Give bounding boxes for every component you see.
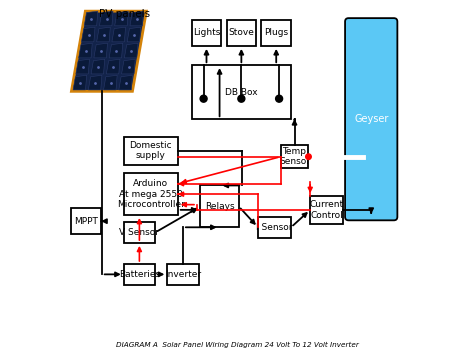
Polygon shape [72, 11, 146, 91]
FancyBboxPatch shape [124, 173, 178, 215]
Polygon shape [127, 27, 141, 42]
Polygon shape [97, 27, 110, 42]
Text: V Sensor: V Sensor [119, 228, 159, 237]
FancyBboxPatch shape [345, 18, 397, 220]
Text: Relays: Relays [205, 202, 234, 211]
FancyBboxPatch shape [72, 208, 101, 234]
Text: DB Box: DB Box [225, 88, 258, 97]
FancyBboxPatch shape [124, 222, 155, 243]
Text: PV panels: PV panels [99, 9, 150, 19]
Text: Inverter: Inverter [165, 270, 201, 279]
Polygon shape [88, 75, 102, 90]
Polygon shape [82, 27, 95, 42]
Polygon shape [115, 11, 128, 26]
Polygon shape [100, 11, 113, 26]
FancyBboxPatch shape [191, 20, 221, 46]
Text: Lights: Lights [193, 28, 220, 37]
FancyBboxPatch shape [124, 264, 155, 285]
FancyBboxPatch shape [310, 196, 343, 224]
FancyBboxPatch shape [227, 20, 256, 46]
Polygon shape [106, 59, 120, 74]
Polygon shape [119, 75, 132, 90]
FancyBboxPatch shape [261, 20, 291, 46]
Polygon shape [122, 59, 135, 74]
Text: Batteries: Batteries [119, 270, 160, 279]
Circle shape [238, 95, 245, 102]
Polygon shape [79, 43, 92, 58]
FancyBboxPatch shape [201, 186, 239, 227]
Text: Arduino
At mega 2550
Microcontroller: Arduino At mega 2550 Microcontroller [117, 179, 185, 209]
Text: DIAGRAM A  Solar Panel Wiring Diagram 24 Volt To 12 Volt Inverter: DIAGRAM A Solar Panel Wiring Diagram 24 … [116, 342, 358, 348]
Polygon shape [109, 43, 123, 58]
Polygon shape [73, 75, 87, 90]
FancyBboxPatch shape [167, 264, 199, 285]
Text: Stove: Stove [228, 28, 254, 37]
Text: Current
Control: Current Control [310, 200, 344, 219]
FancyBboxPatch shape [281, 145, 309, 168]
Circle shape [200, 95, 207, 102]
FancyBboxPatch shape [258, 217, 291, 238]
Text: I Sensor: I Sensor [256, 223, 293, 232]
Polygon shape [76, 59, 90, 74]
Text: Temp
Sensor: Temp Sensor [279, 147, 310, 166]
Text: Plugs: Plugs [264, 28, 288, 37]
Text: MPPT: MPPT [74, 217, 98, 226]
Text: Domestic
supply: Domestic supply [129, 141, 172, 160]
FancyBboxPatch shape [124, 136, 178, 164]
Circle shape [275, 95, 283, 102]
Text: Geyser: Geyser [354, 114, 388, 124]
Polygon shape [124, 43, 138, 58]
Polygon shape [130, 11, 144, 26]
Circle shape [306, 154, 311, 160]
Polygon shape [94, 43, 108, 58]
FancyBboxPatch shape [191, 65, 291, 119]
Polygon shape [103, 75, 117, 90]
Polygon shape [91, 59, 105, 74]
Polygon shape [84, 11, 98, 26]
Polygon shape [112, 27, 126, 42]
